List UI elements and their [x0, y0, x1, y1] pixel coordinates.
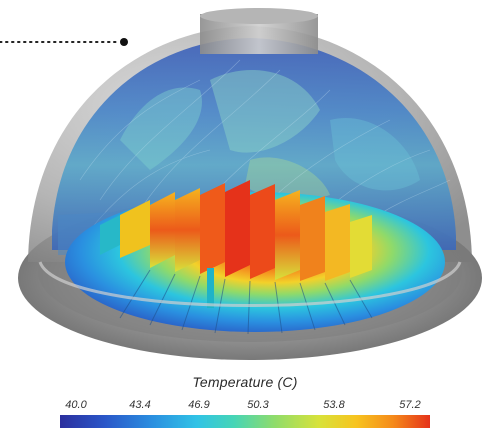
- legend-tick-5: 57.2: [399, 399, 421, 411]
- top-cap-face: [200, 8, 318, 24]
- dome-airflow-field: [52, 38, 456, 250]
- annotation-leader-dot: [120, 38, 128, 46]
- legend-title: Temperature (C): [192, 374, 298, 390]
- legend-tick-2: 46.9: [188, 399, 210, 411]
- airflow-streamlines: [79, 59, 451, 231]
- legend-tick-0: 40.0: [65, 399, 87, 411]
- airflow-plume-right: [330, 118, 420, 191]
- legend-tick-1: 43.4: [129, 399, 151, 411]
- legend-tick-3: 50.3: [247, 399, 269, 411]
- dome-rim: [38, 261, 462, 307]
- temperature-colorbar: [60, 415, 430, 428]
- airflow-plume-left: [120, 87, 202, 170]
- floor-post: [207, 268, 214, 308]
- legend-tick-4: 53.8: [323, 399, 345, 411]
- heat-sink-fins: [100, 180, 372, 281]
- thermal-dome-render: [0, 8, 482, 360]
- airflow-plume-center: [210, 70, 320, 153]
